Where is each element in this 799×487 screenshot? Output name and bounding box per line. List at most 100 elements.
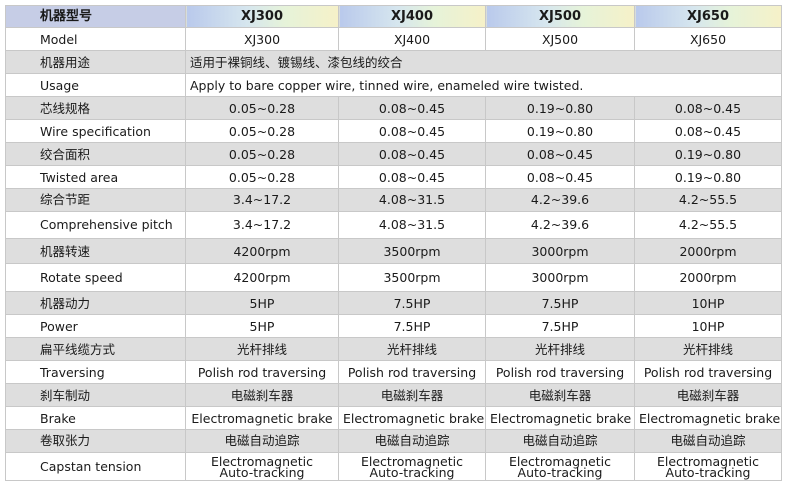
row-value-3: 0.08~0.45 (485, 165, 635, 189)
row-value-3: 7.5HP (485, 290, 635, 316)
row-value-1: Electromagnetic brake (185, 406, 339, 430)
header-label: 机器型号 (5, 4, 186, 29)
table-row: 综合节距 3.4~17.2 4.08~31.5 4.2~39.6 4.2~55.5 (5, 187, 782, 213)
row-value-3: Electromagnetic Auto-tracking (485, 452, 635, 481)
row-value-2: 电磁刹车器 (338, 382, 486, 408)
row-value-4: 2000rpm (634, 263, 782, 292)
row-value-4: 10HP (634, 314, 782, 338)
table-row: 绞合面积 0.05~0.28 0.08~0.45 0.08~0.45 0.19~0.80 (5, 141, 782, 167)
row-value-3: 4.2~39.6 (485, 187, 635, 213)
row-value-4: 光杆排线 (634, 336, 782, 362)
value-line: Auto-tracking (219, 464, 305, 480)
row-value-3: Polish rod traversing (485, 360, 635, 384)
row-value-2: 3500rpm (338, 237, 486, 265)
table-row: Wire specification 0.05~0.28 0.08~0.45 0.19… (5, 119, 782, 143)
row-label: 机器用途 (5, 49, 186, 75)
row-label: Capstan tension (5, 452, 186, 481)
row-value-2: Electromagnetic Auto-tracking (338, 452, 486, 481)
row-value-4: 0.19~0.80 (634, 165, 782, 189)
row-value-2: Electromagnetic brake (338, 406, 486, 430)
header-model-3: XJ500 (485, 4, 635, 29)
header-model-1: XJ300 (185, 4, 339, 29)
row-value-1: 5HP (185, 290, 339, 316)
row-value-3: 0.19~0.80 (485, 119, 635, 143)
row-value-4: 0.08~0.45 (634, 95, 782, 121)
row-value-4: 10HP (634, 290, 782, 316)
row-value-2: 0.08~0.45 (338, 141, 486, 167)
table-row: 刹车制动 电磁刹车器 电磁刹车器 电磁刹车器 电磁刹车器 (5, 382, 782, 408)
row-value-1: 光杆排线 (185, 336, 339, 362)
table-row: Power 5HP 7.5HP 7.5HP 10HP (5, 314, 782, 338)
table-row: Brake Electromagnetic brake Electromagneti… (5, 406, 782, 430)
row-value-3: 3000rpm (485, 263, 635, 292)
row-value-1: 4200rpm (185, 237, 339, 265)
row-value-1: 电磁自动追踪 (185, 428, 339, 454)
value-line: Electromagnetic (657, 453, 759, 469)
row-value-4: Polish rod traversing (634, 360, 782, 384)
row-value-2: 4.08~31.5 (338, 187, 486, 213)
table-row: 机器用途 适用于裸铜线、镀锡线、漆包线的绞合 (5, 49, 782, 75)
row-value-4: 4.2~55.5 (634, 211, 782, 239)
row-value-span: 适用于裸铜线、镀锡线、漆包线的绞合 (185, 49, 782, 75)
row-value-1: Electromagnetic Auto-tracking (185, 452, 339, 481)
row-label: Rotate speed (5, 263, 186, 292)
table-row: 机器转速 4200rpm 3500rpm 3000rpm 2000rpm (5, 237, 782, 265)
row-label: 卷取张力 (5, 428, 186, 454)
row-label: 机器动力 (5, 290, 186, 316)
row-value-1: 电磁刹车器 (185, 382, 339, 408)
row-label: Comprehensive pitch (5, 211, 186, 239)
row-value-1: 0.05~0.28 (185, 141, 339, 167)
value-line: Electromagnetic (509, 453, 611, 469)
row-value-2: Polish rod traversing (338, 360, 486, 384)
value-line: Auto-tracking (369, 464, 455, 480)
row-value-4: 0.08~0.45 (634, 119, 782, 143)
row-label: Twisted area (5, 165, 186, 189)
row-value-1: 3.4~17.2 (185, 211, 339, 239)
row-value-2: XJ400 (338, 27, 486, 51)
row-value-3: 电磁自动追踪 (485, 428, 635, 454)
row-label: 绞合面积 (5, 141, 186, 167)
row-value-1: 3.4~17.2 (185, 187, 339, 213)
row-value-3: 7.5HP (485, 314, 635, 338)
row-value-4: 4.2~55.5 (634, 187, 782, 213)
row-value-2: 0.08~0.45 (338, 119, 486, 143)
table-row: Traversing Polish rod traversing Polish ro… (5, 360, 782, 384)
row-value-1: 0.05~0.28 (185, 119, 339, 143)
row-value-4: Electromagnetic brake (634, 406, 782, 430)
row-value-3: 0.19~0.80 (485, 95, 635, 121)
row-value-4: 0.19~0.80 (634, 141, 782, 167)
row-value-3: 3000rpm (485, 237, 635, 265)
row-value-3: Electromagnetic brake (485, 406, 635, 430)
value-line: Electromagnetic (361, 453, 463, 469)
row-value-1: 0.05~0.28 (185, 95, 339, 121)
row-value-2: 7.5HP (338, 290, 486, 316)
table-row: Twisted area 0.05~0.28 0.08~0.45 0.08~0.45 0… (5, 165, 782, 189)
value-line: Auto-tracking (517, 464, 603, 480)
row-label: Wire specification (5, 119, 186, 143)
row-value-3: 0.08~0.45 (485, 141, 635, 167)
row-label: Usage (5, 73, 186, 97)
row-value-4: Electromagnetic Auto-tracking (634, 452, 782, 481)
row-value-3: 4.2~39.6 (485, 211, 635, 239)
header-model-2: XJ400 (338, 4, 486, 29)
row-label: Power (5, 314, 186, 338)
table-row: Comprehensive pitch 3.4~17.2 4.08~31.5 4.2~… (5, 211, 782, 239)
row-value-3: 光杆排线 (485, 336, 635, 362)
table-row: Capstan tension Electromagnetic Auto-track… (5, 452, 782, 481)
row-label: Model (5, 27, 186, 51)
row-value-4: 2000rpm (634, 237, 782, 265)
row-value-4: 电磁自动追踪 (634, 428, 782, 454)
table-row: Model XJ300 XJ400 XJ500 XJ650 (5, 27, 782, 51)
row-value-4: 电磁刹车器 (634, 382, 782, 408)
table-row: 机器动力 5HP 7.5HP 7.5HP 10HP (5, 290, 782, 316)
value-line: Electromagnetic (211, 453, 313, 469)
row-value-2: 3500rpm (338, 263, 486, 292)
table-row: 扁平线缆方式 光杆排线 光杆排线 光杆排线 光杆排线 (5, 336, 782, 362)
table-row: 芯线规格 0.05~0.28 0.08~0.45 0.19~0.80 0.08~0.45 (5, 95, 782, 121)
row-value-2: 0.08~0.45 (338, 95, 486, 121)
row-value-2: 4.08~31.5 (338, 211, 486, 239)
row-label: 刹车制动 (5, 382, 186, 408)
row-value-2: 光杆排线 (338, 336, 486, 362)
row-label: Traversing (5, 360, 186, 384)
